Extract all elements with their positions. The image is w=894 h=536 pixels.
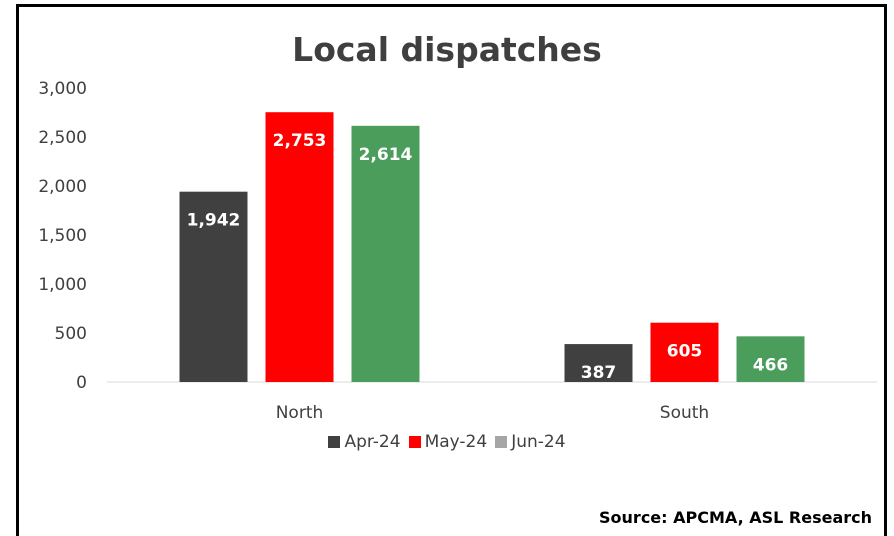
y-tick-label: 1,500 — [38, 226, 87, 246]
bar-data-label: 1,942 — [187, 211, 241, 231]
bar-data-label: 387 — [581, 363, 617, 383]
legend: Apr-24 May-24 Jun-24 — [0, 432, 894, 453]
y-tick-label: 1,000 — [38, 275, 87, 295]
chart-frame — [16, 4, 887, 536]
legend-swatch — [495, 436, 508, 448]
legend-item: May-24 — [408, 432, 488, 452]
y-tick-label: 500 — [55, 324, 87, 344]
legend-label: Jun-24 — [511, 432, 566, 452]
legend-label: Apr-24 — [344, 432, 401, 452]
chart-title: Local dispatches — [292, 30, 602, 69]
legend-item: Jun-24 — [495, 432, 566, 452]
bar-apr-24-south — [564, 344, 633, 382]
y-tick-label: 0 — [76, 373, 87, 393]
bar-may-24-south — [650, 322, 719, 382]
bar-data-label: 605 — [667, 342, 703, 362]
bar-may-24-north — [265, 112, 334, 383]
bar-jun-24-south — [736, 336, 805, 382]
source-note: Source: APCMA, ASL Research — [599, 508, 872, 527]
legend-swatch — [408, 436, 421, 448]
legend-label: May-24 — [424, 432, 488, 452]
x-category-label: North — [276, 403, 324, 423]
bar-jun-24-north — [351, 125, 420, 382]
y-tick-label: 2,500 — [38, 128, 87, 148]
bar-data-label: 2,614 — [359, 145, 413, 165]
bar-data-label: 466 — [753, 355, 789, 375]
legend-item: Apr-24 — [328, 432, 401, 452]
bar-data-label: 2,753 — [273, 131, 327, 151]
bar-apr-24-north — [179, 191, 248, 382]
legend-swatch — [328, 436, 341, 448]
y-tick-label: 2,000 — [38, 177, 87, 197]
x-category-label: South — [660, 403, 709, 423]
y-tick-label: 3,000 — [38, 79, 87, 99]
